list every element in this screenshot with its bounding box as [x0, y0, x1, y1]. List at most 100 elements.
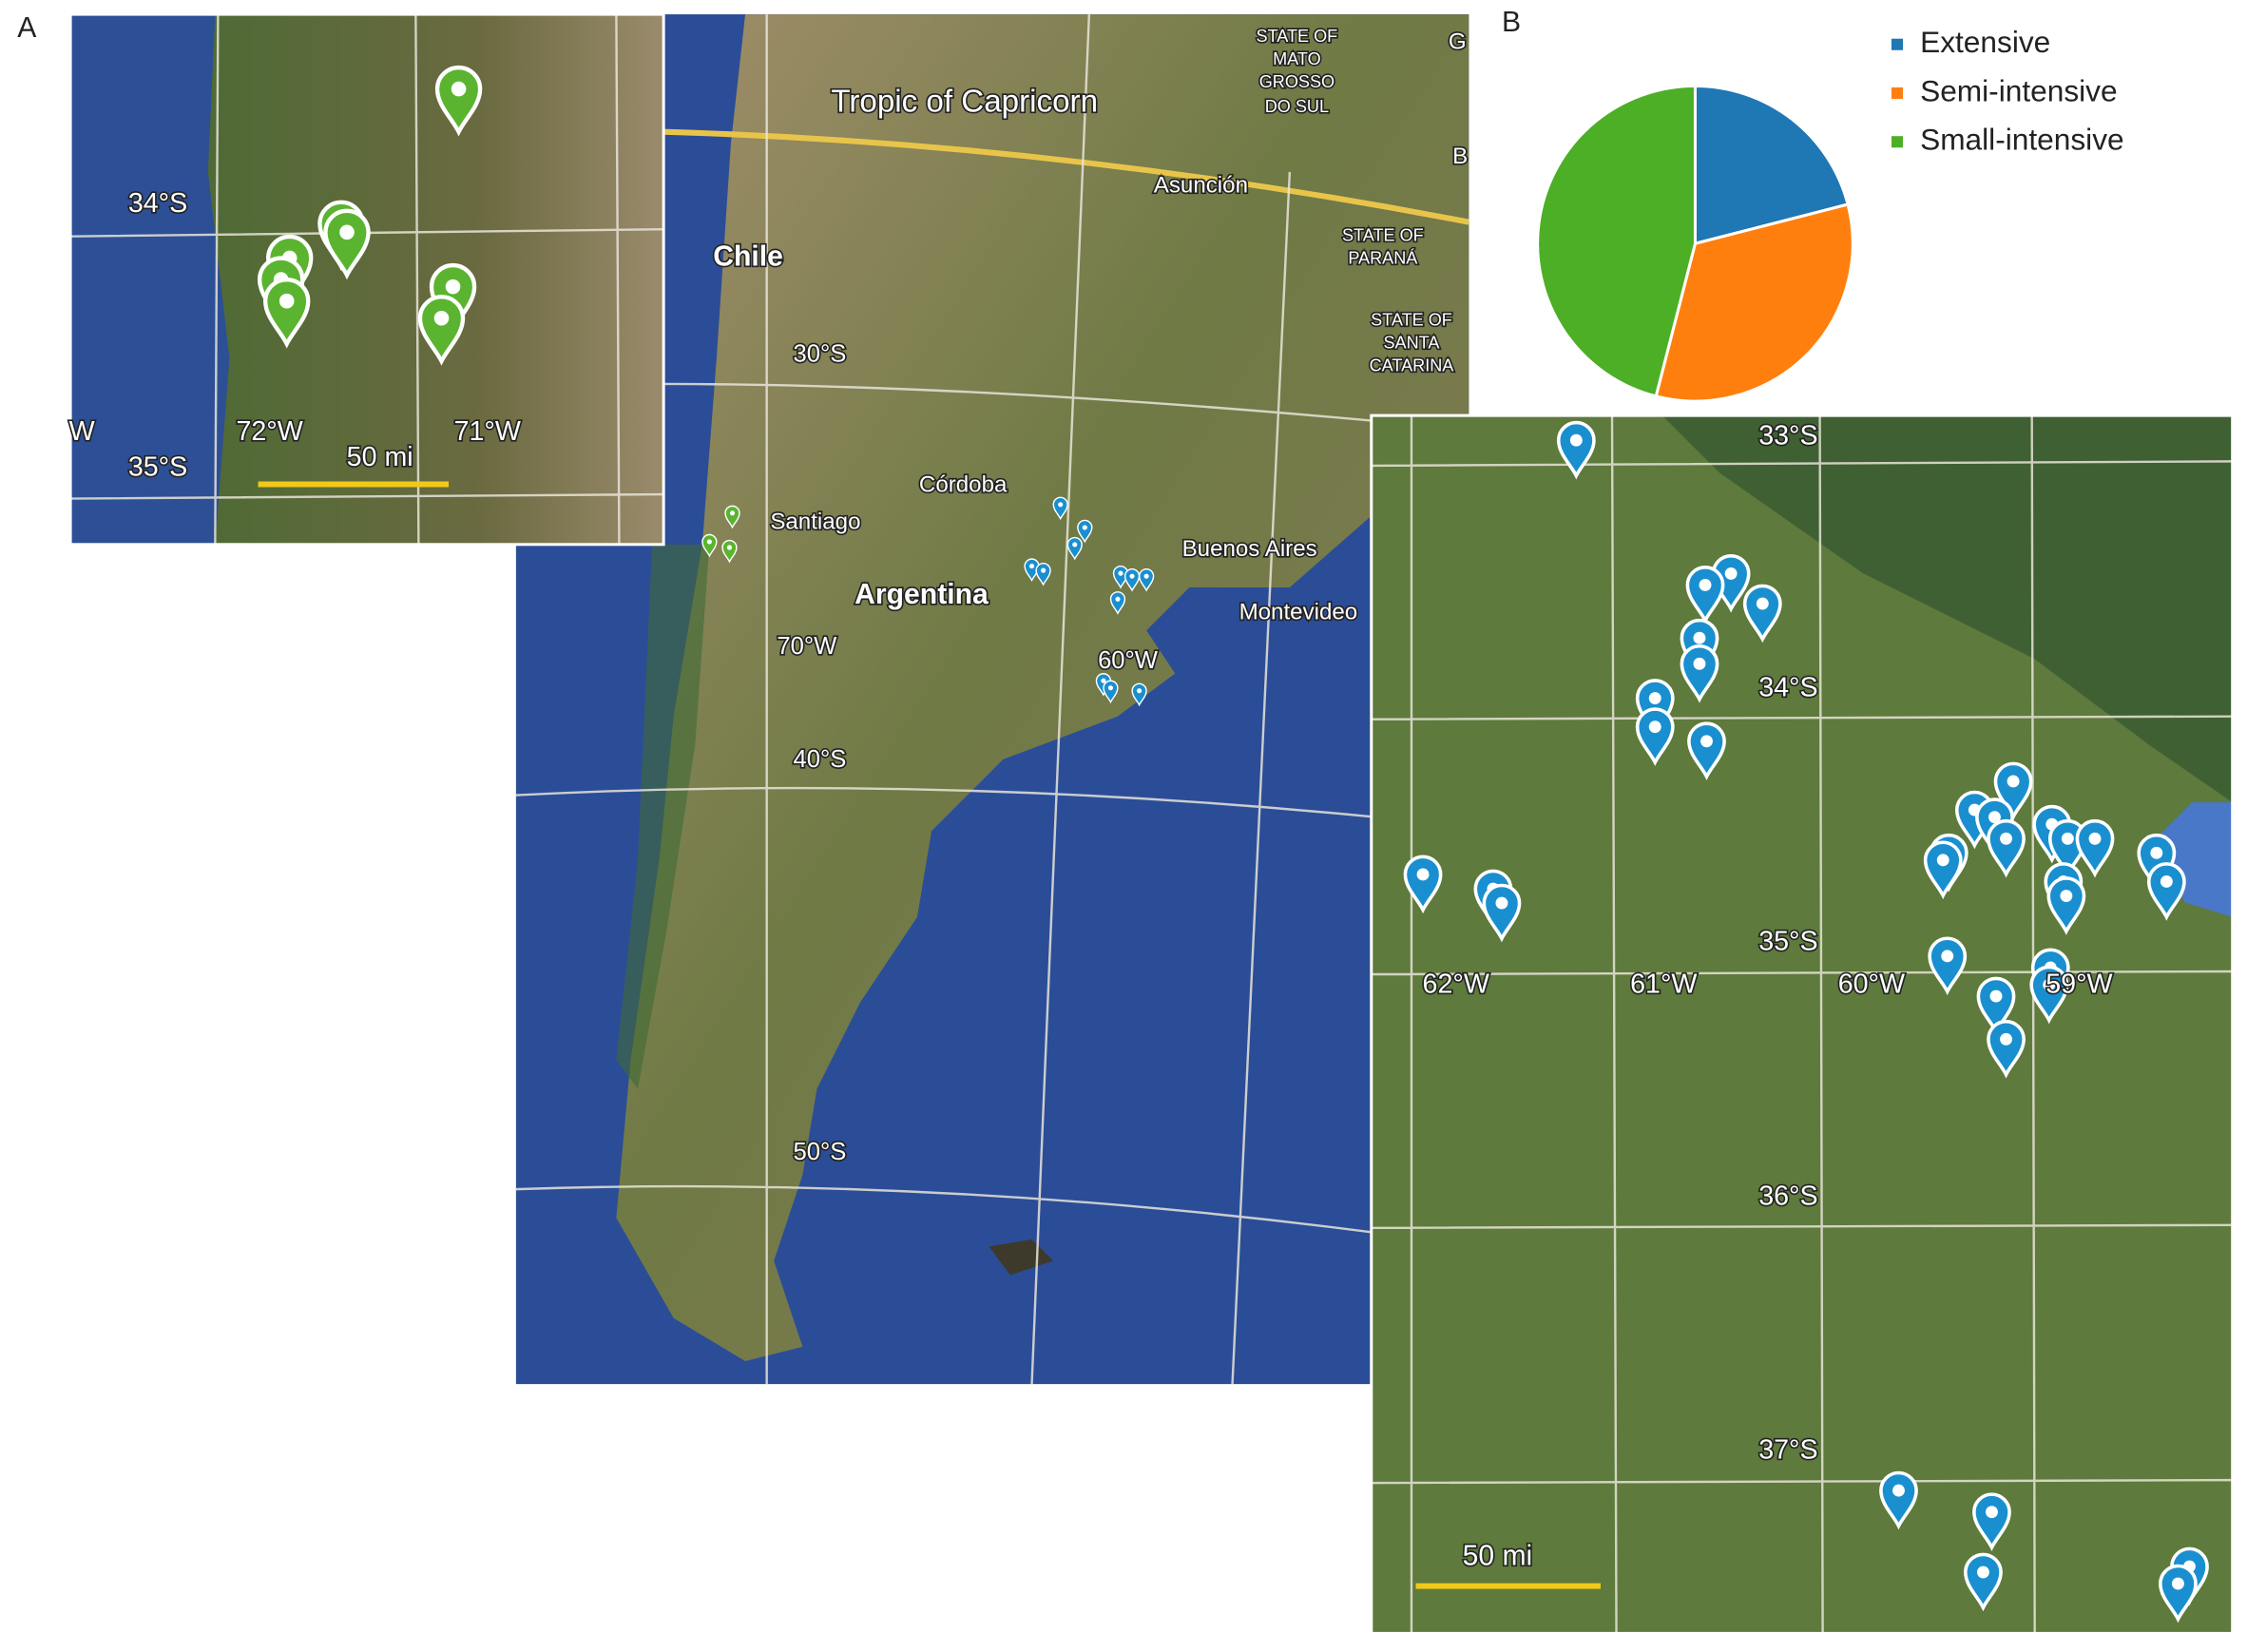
pin: [323, 208, 371, 280]
pin: [2046, 876, 2086, 935]
pin-body: [1052, 496, 1068, 521]
map-label: 50°S: [794, 1139, 847, 1165]
pin-dot: [1082, 525, 1087, 530]
map-label: PARANÁ: [1348, 249, 1418, 268]
map-label: 37°S: [1758, 1435, 1817, 1466]
pin-dot: [445, 279, 461, 295]
pin-body: [1923, 840, 1963, 900]
map-label: 33°S: [1758, 420, 1817, 451]
pin-body: [1109, 591, 1126, 615]
pin: [1109, 591, 1126, 615]
river: [2149, 802, 2233, 917]
pin: [417, 295, 466, 366]
pin: [262, 278, 311, 349]
pin-body: [434, 65, 483, 137]
pin: [2159, 1564, 2198, 1623]
pin-dot: [1569, 433, 1583, 447]
pin-dot: [278, 293, 295, 309]
pin-body: [1635, 707, 1675, 766]
pin: [1635, 679, 1675, 738]
panel-label: A: [17, 12, 37, 44]
inset-argentina: [1371, 415, 2233, 1634]
pin: [1077, 519, 1093, 544]
pin-dot: [1416, 868, 1430, 881]
pin-body: [2046, 876, 2086, 935]
pin-body: [1103, 680, 1119, 704]
map-label: Santiago: [770, 509, 860, 535]
map-label: Buenos Aires: [1182, 536, 1317, 562]
pin-dot: [451, 81, 467, 97]
panel-label: B: [1502, 7, 1521, 38]
pin-dot: [2150, 846, 2163, 859]
pin-body: [1685, 566, 1725, 624]
pin-body: [721, 539, 738, 564]
land: [616, 14, 1469, 1362]
pin-body: [1987, 818, 2026, 878]
map-label: 34°S: [128, 188, 187, 219]
pin: [1680, 644, 1719, 703]
map-label: MATO: [1273, 49, 1321, 68]
pin-body: [1680, 644, 1719, 703]
pin-body: [417, 295, 466, 366]
pin-dot: [1700, 735, 1713, 748]
chile-forest: [616, 544, 710, 1089]
map-label: SANTA: [1384, 334, 1441, 353]
pin: [1403, 855, 1443, 914]
pin-body: [1635, 679, 1675, 738]
pin-body: [1928, 936, 1968, 996]
pin-body: [1993, 761, 2033, 821]
legend-label: Extensive: [1920, 25, 2050, 59]
pin-dot: [1986, 1506, 1998, 1519]
pin: [2146, 862, 2186, 921]
pin-body: [1964, 1552, 2003, 1612]
pin-dot: [1101, 678, 1106, 683]
map-label: 35°S: [1758, 926, 1817, 956]
map-label: Chile: [713, 240, 783, 272]
map-label: 72°W: [236, 416, 302, 447]
pin-dot: [706, 539, 712, 545]
pie-slice: [1654, 202, 1854, 403]
pin-body: [1987, 1019, 2026, 1079]
pin-body: [262, 278, 311, 349]
map-label: 62°W: [1423, 970, 1489, 1000]
pin-dot: [2043, 978, 2056, 991]
pin-body: [1066, 536, 1083, 561]
pin-dot: [2060, 890, 2073, 903]
pie-chart: Extensive Semi-intensive Small-intensive: [1536, 25, 2124, 403]
pin-dot: [1648, 692, 1661, 704]
legend-label: Small-intensive: [1920, 123, 2124, 157]
pin-body: [1879, 1470, 1918, 1530]
map-label: Tropic of Capricorn: [831, 84, 1098, 119]
pin: [1687, 721, 1726, 780]
pin: [1964, 1552, 2003, 1612]
pin-dot: [1941, 950, 1954, 963]
pin: [1987, 1019, 2026, 1079]
pin-dot: [1495, 896, 1508, 910]
pin-dot: [2000, 1032, 2012, 1046]
pin-dot: [1058, 502, 1064, 508]
map-label: Montevideo: [1239, 600, 1358, 625]
pin-body: [1138, 568, 1155, 592]
tropic-line: [663, 128, 1469, 225]
pin-body: [724, 505, 740, 529]
pin-body: [1972, 1492, 2011, 1551]
pin-dot: [339, 224, 355, 240]
pin-dot: [1693, 631, 1706, 644]
map-label: 34°S: [1758, 673, 1817, 703]
pin-dot: [2160, 875, 2173, 888]
map-label: STATE OF: [1257, 27, 1338, 46]
map-label: CATARINA: [1370, 356, 1455, 375]
pin-dot: [729, 510, 736, 516]
pin: [434, 65, 483, 137]
pin-dot: [2061, 832, 2074, 845]
pin-dot: [1115, 596, 1121, 602]
pin: [701, 533, 718, 558]
pin-body: [1124, 568, 1141, 592]
pin-dot: [1976, 1566, 1989, 1579]
pin: [1103, 680, 1119, 704]
pin-dot: [1028, 564, 1035, 569]
pin-dot: [1724, 567, 1738, 580]
map-label: 60°W: [1838, 970, 1905, 1000]
map-label: Argentina: [855, 579, 989, 610]
pin-body: [323, 208, 371, 280]
